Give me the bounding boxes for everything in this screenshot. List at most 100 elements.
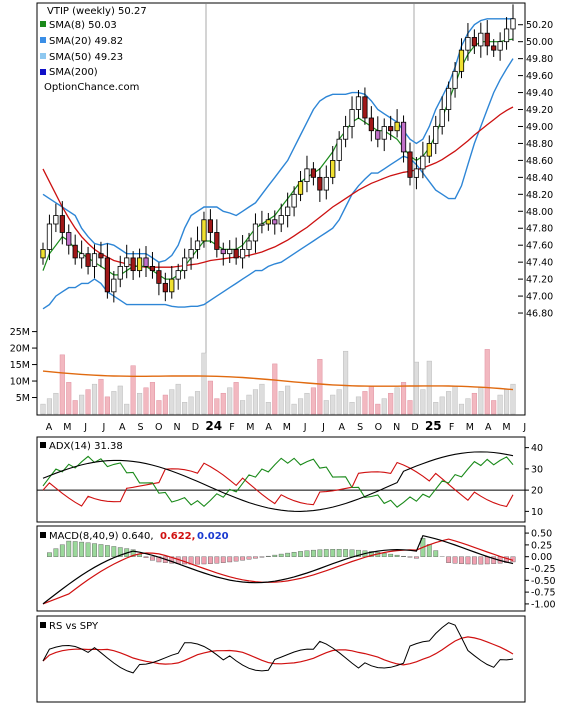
- candle-body: [79, 253, 85, 259]
- candle-body: [285, 206, 291, 216]
- price-tick-label: 49.20: [526, 105, 553, 116]
- candle-body: [439, 109, 445, 127]
- volume-bar: [169, 389, 175, 415]
- volume-bar: [162, 394, 168, 415]
- macd-hist-bar: [272, 554, 278, 557]
- volume-bar: [420, 389, 426, 415]
- macd-hist-bar: [227, 556, 233, 563]
- candle-body: [98, 253, 104, 259]
- macd-hist-bar: [195, 556, 200, 565]
- macd-hist-bar: [143, 556, 149, 558]
- volume-bar: [368, 385, 374, 415]
- price-tick-label: 48.80: [526, 139, 553, 150]
- volume-bar: [201, 352, 207, 415]
- price-tick-label: 48.00: [526, 207, 553, 218]
- volume-bar: [137, 392, 143, 415]
- candle-body: [433, 126, 439, 144]
- macd-hist-bar: [491, 556, 497, 564]
- legend-sma8: SMA(8) 50.03: [49, 20, 117, 31]
- volume-bar: [375, 403, 381, 415]
- candle-body: [407, 151, 413, 178]
- volume-bar: [291, 403, 297, 415]
- candle-body: [330, 159, 336, 178]
- candle-body: [227, 249, 233, 255]
- volume-bar: [59, 354, 65, 415]
- macd-hist-bar: [66, 540, 72, 557]
- volume-bar: [297, 398, 304, 415]
- rs-swatch: [40, 622, 46, 628]
- volume-bar: [400, 382, 407, 415]
- macd-hist-bar: [381, 552, 387, 557]
- price-title: VTIP (weekly) 50.27: [47, 6, 147, 17]
- x-axis-label: N: [393, 422, 400, 433]
- candle-body: [265, 219, 271, 225]
- candle-body: [362, 96, 368, 119]
- candle-body: [233, 249, 239, 259]
- volume-bar: [484, 349, 490, 415]
- rs-line: [42, 622, 514, 674]
- candle-body: [124, 257, 130, 267]
- candle-body: [117, 265, 123, 280]
- macd-hist-bar: [349, 549, 355, 557]
- macd-hist-bar: [111, 546, 117, 557]
- price-y-axis: 50.20 50.00 49.80 49.60 49.40 49.20 49.00 48.80…: [518, 20, 553, 320]
- price-tick-label: 49.60: [526, 71, 553, 82]
- candle-body: [497, 41, 503, 51]
- volume-bar: [272, 363, 278, 415]
- volume-bar: [433, 402, 439, 415]
- volume-bar: [278, 391, 284, 415]
- candles: [40, 4, 516, 303]
- x-axis-label: M: [246, 422, 254, 433]
- volume-bar: [471, 392, 477, 415]
- candle-body: [317, 176, 323, 191]
- volume-bar: [458, 403, 465, 415]
- bb-upper-line: [42, 18, 513, 263]
- volume-bar: [355, 396, 362, 415]
- candle-body: [53, 215, 59, 225]
- price-legend: VTIP (weekly) 50.27 SMA(8) 50.03 SMA(20)…: [40, 6, 147, 93]
- candle-body: [46, 223, 53, 250]
- price-tick-label: 49.80: [526, 54, 553, 65]
- volume-bar: [188, 396, 194, 415]
- volume-bar: [85, 389, 91, 415]
- macd-hist-bar: [265, 555, 271, 557]
- volume-bar: [330, 394, 336, 415]
- macd-hist-bar: [368, 551, 374, 557]
- di-minus-line: [42, 461, 514, 508]
- price-tick-label: 49.40: [526, 88, 553, 99]
- volume-bar: [53, 392, 59, 415]
- candle-body: [188, 249, 194, 259]
- volume-tick-label: 15M: [10, 360, 30, 371]
- macd-tick-label: 0.50: [531, 529, 552, 540]
- candle-body: [323, 176, 329, 191]
- volume-area: 25M 20M 15M 10M 5M: [10, 327, 516, 415]
- macd-hist-bar: [233, 556, 239, 562]
- macd-panel: 0.500.250.00-0.25-0.50-0.75-1.00 MACD(8,…: [36, 525, 556, 612]
- volume-bar: [362, 391, 368, 415]
- rs-lines: [42, 622, 514, 674]
- candle-body: [246, 240, 252, 250]
- x-axis-label: J: [321, 422, 325, 433]
- macd-line: [42, 535, 514, 605]
- adx-tick-label: 30: [531, 464, 543, 475]
- x-axis-label: 24: [205, 419, 222, 433]
- volume-bar: [349, 402, 355, 415]
- macd-hist-bar: [79, 541, 85, 557]
- volume-bar: [111, 391, 117, 415]
- volume-tick-label: 5M: [16, 393, 30, 404]
- volume-bar: [426, 360, 432, 415]
- macd-tick-label: -0.50: [531, 576, 556, 587]
- macd-lines: [42, 535, 516, 605]
- volume-bar: [452, 385, 458, 415]
- volume-bar: [175, 383, 181, 415]
- candle-body: [355, 96, 362, 110]
- macd-hist-bar: [304, 550, 310, 557]
- macd-hist-bar: [426, 544, 432, 557]
- volume-bar: [207, 380, 213, 415]
- adx-tick-label: 40: [531, 443, 543, 454]
- candle-body: [278, 215, 284, 225]
- macd-hist-bar: [278, 553, 284, 557]
- volume-bar: [304, 392, 310, 415]
- price-tick-label: 47.00: [526, 292, 553, 303]
